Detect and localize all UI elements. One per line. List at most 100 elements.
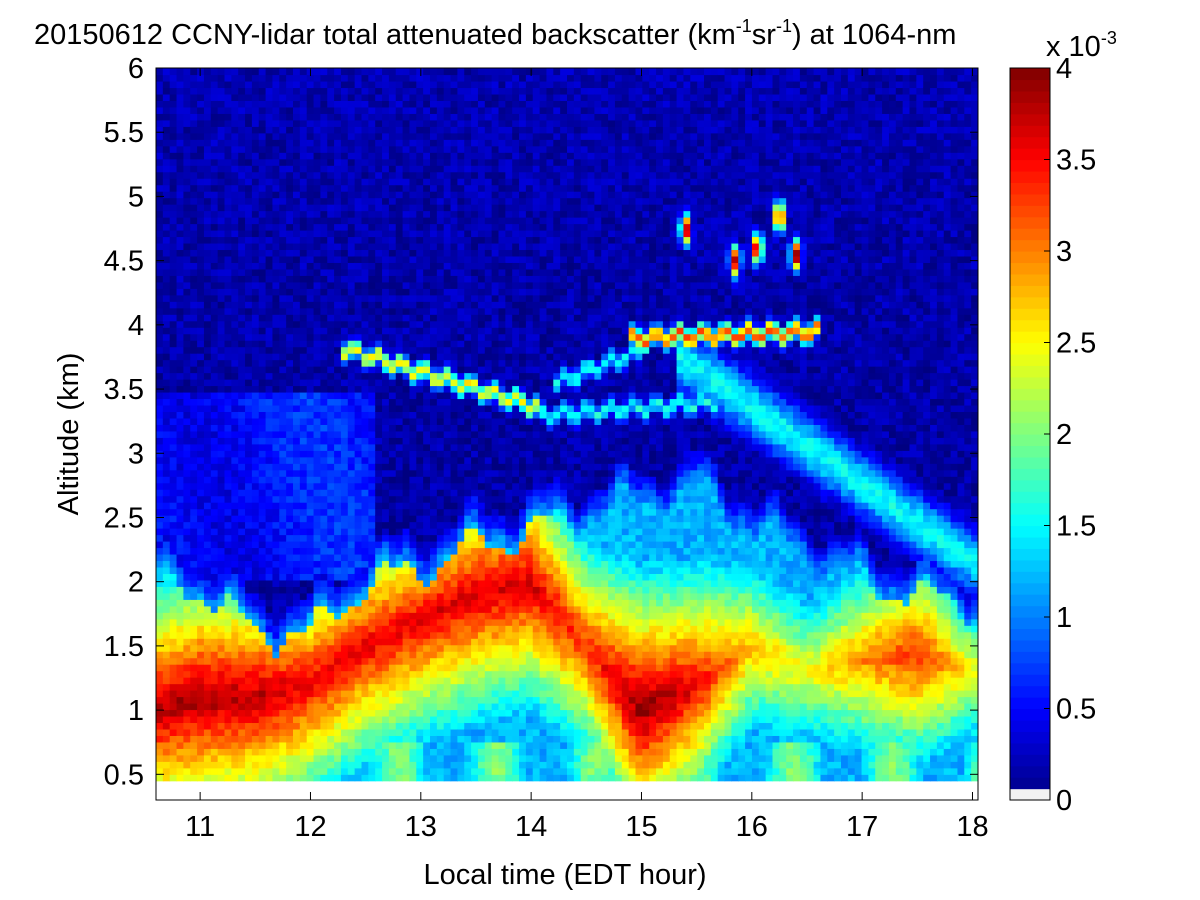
heatmap-cell [375, 385, 383, 393]
heatmap-cell [156, 754, 164, 762]
heatmap-cell [457, 307, 465, 315]
heatmap-cell [375, 307, 383, 315]
heatmap-cell [416, 236, 424, 244]
heatmap-cell [402, 664, 411, 672]
heatmap-cell [368, 307, 376, 315]
heatmap-cell [354, 372, 363, 380]
heatmap-cell [368, 204, 376, 212]
heatmap-cell [340, 670, 349, 678]
heatmap-cell [169, 489, 178, 497]
heatmap-cell [272, 106, 280, 114]
heatmap-cell [210, 424, 219, 432]
heatmap-cell [238, 430, 246, 438]
heatmap-cell [197, 178, 205, 186]
heatmap-cell [224, 385, 232, 393]
heatmap-cell [272, 657, 280, 665]
heatmap-cell [245, 165, 253, 173]
heatmap-cell [251, 184, 260, 192]
heatmap-cell [340, 631, 349, 639]
heatmap-cell [176, 761, 184, 769]
heatmap-cell [217, 657, 226, 665]
heatmap-cell [368, 366, 376, 374]
heatmap-cell [327, 139, 335, 147]
heatmap-cell [197, 450, 205, 458]
heatmap-cell [368, 437, 376, 445]
heatmap-cell [231, 463, 239, 471]
heatmap-cell [238, 541, 246, 549]
heatmap-cell [375, 301, 383, 309]
heatmap-cell [347, 754, 356, 762]
heatmap-cell [238, 625, 246, 633]
heatmap-cell [395, 379, 404, 387]
heatmap-cell [238, 294, 246, 302]
heatmap-cell [354, 547, 363, 555]
heatmap-cell [279, 275, 287, 283]
heatmap-cell [340, 372, 349, 380]
heatmap-cell [416, 553, 424, 562]
backscatter-heatmap [156, 68, 978, 782]
heatmap-cell [436, 437, 445, 445]
heatmap-cell [217, 100, 226, 108]
heatmap-cell [258, 171, 267, 179]
heatmap-cell [299, 178, 308, 186]
heatmap-cell [436, 217, 445, 225]
heatmap-cell [402, 618, 411, 626]
heatmap-cell [293, 353, 301, 361]
heatmap-cell [402, 119, 411, 127]
heatmap-cell [457, 229, 465, 238]
heatmap-cell [409, 754, 417, 762]
heatmap-cell [354, 651, 363, 659]
heatmap-cell [430, 126, 438, 134]
heatmap-cell [176, 249, 184, 257]
heatmap-cell [258, 715, 267, 724]
heatmap-cell [272, 391, 280, 400]
heatmap-cell [443, 288, 452, 296]
heatmap-cell [251, 132, 260, 140]
heatmap-cell [210, 528, 219, 536]
heatmap-cell [162, 294, 171, 302]
heatmap-cell [231, 87, 239, 95]
heatmap-cell [265, 165, 274, 173]
heatmap-cell [436, 761, 445, 769]
heatmap-cell [388, 670, 397, 678]
heatmap-cell [190, 113, 198, 121]
heatmap-cell [368, 541, 376, 549]
heatmap-cell [286, 391, 294, 400]
heatmap-cell [245, 599, 253, 607]
heatmap-cell [183, 197, 191, 205]
heatmap-cell [162, 586, 171, 594]
heatmap-cell [203, 268, 212, 276]
heatmap-cell [156, 443, 164, 451]
heatmap-cell [388, 210, 397, 218]
heatmap-cell [327, 106, 335, 114]
heatmap-cell [334, 631, 342, 639]
heatmap-cell [231, 670, 239, 678]
heatmap-cell [245, 139, 253, 147]
heatmap-cell [190, 340, 198, 348]
heatmap-cell [320, 242, 328, 251]
heatmap-cell [169, 651, 178, 659]
heatmap-cell [313, 346, 321, 354]
heatmap-cell [265, 204, 274, 212]
heatmap-cell [210, 722, 219, 730]
heatmap-cell [217, 404, 226, 413]
heatmap-cell [258, 210, 267, 218]
heatmap-cell [354, 197, 363, 205]
heatmap-cell [443, 366, 452, 374]
heatmap-cell [238, 229, 246, 238]
heatmap-cell [388, 268, 397, 276]
heatmap-cell [279, 106, 287, 114]
heatmap-cell [430, 515, 438, 523]
heatmap-cell [375, 139, 383, 147]
heatmap-cell [162, 592, 171, 600]
heatmap-cell [436, 748, 445, 756]
heatmap-cell [238, 268, 246, 276]
heatmap-cell [299, 469, 308, 477]
heatmap-cell [162, 178, 171, 186]
heatmap-cell [409, 521, 417, 529]
heatmap-cell [162, 307, 171, 315]
heatmap-cell [347, 560, 356, 568]
heatmap-cell [382, 696, 390, 704]
heatmap-cell [423, 385, 431, 393]
heatmap-cell [340, 489, 349, 497]
